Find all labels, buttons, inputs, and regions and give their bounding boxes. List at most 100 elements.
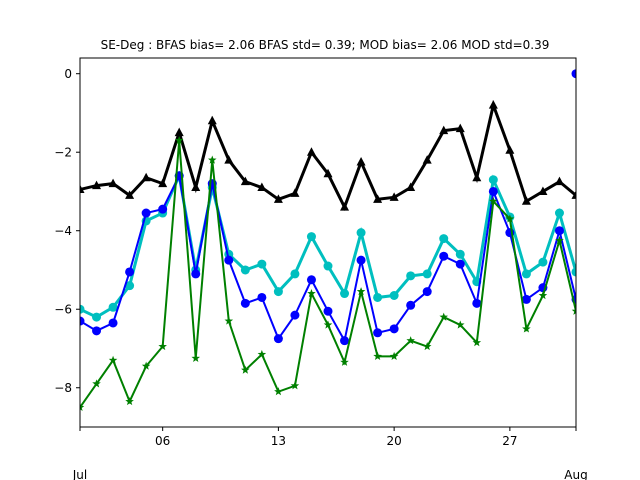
data-point <box>373 328 383 338</box>
data-point <box>439 234 449 244</box>
data-point <box>273 334 283 344</box>
data-point <box>241 365 250 374</box>
data-point <box>571 69 576 79</box>
x-tick-label: 13 <box>271 434 286 448</box>
data-point <box>406 182 416 192</box>
axes-layer: 0 −2 −4 −6 −8 06 13 20 27 Jul Aug <box>54 57 588 480</box>
data-point <box>92 180 102 190</box>
series-line-0 <box>80 99 576 211</box>
data-point <box>356 228 366 238</box>
data-point <box>373 351 382 360</box>
data-point <box>323 320 333 329</box>
y-tick-label: 0 <box>64 67 72 81</box>
data-point <box>555 236 564 245</box>
data-point <box>389 324 399 334</box>
data-point <box>455 249 465 259</box>
data-point <box>521 294 531 304</box>
data-point <box>389 192 399 201</box>
data-point <box>406 336 415 345</box>
data-point <box>92 326 102 336</box>
data-point <box>307 289 316 298</box>
data-point <box>257 349 267 359</box>
data-point <box>439 125 449 135</box>
data-point <box>538 186 548 195</box>
data-point <box>257 259 267 269</box>
data-point <box>538 290 548 300</box>
data-point <box>389 290 399 300</box>
data-point <box>488 100 498 109</box>
data-point <box>306 232 316 242</box>
data-point <box>92 312 102 322</box>
data-point <box>240 298 250 308</box>
data-point <box>108 318 118 328</box>
x-tick-label: 06 <box>155 434 170 448</box>
x-month-label: Aug <box>564 468 587 480</box>
series-layer <box>80 69 576 412</box>
data-point <box>505 214 515 223</box>
data-point <box>108 355 118 364</box>
data-point <box>224 155 234 164</box>
data-point <box>554 176 564 186</box>
data-point <box>571 306 576 315</box>
data-point <box>158 204 168 214</box>
data-point <box>290 269 300 279</box>
data-point <box>80 184 85 194</box>
data-point <box>306 147 316 156</box>
data-point <box>571 267 576 277</box>
data-point <box>422 155 432 164</box>
data-point <box>340 202 350 211</box>
data-point <box>274 387 283 396</box>
data-point <box>323 261 333 271</box>
y-tick-label: −6 <box>54 303 72 317</box>
data-point <box>108 178 118 188</box>
chart-title: SE-Deg : BFAS bias= 2.06 BFAS std= 0.39;… <box>101 38 550 52</box>
series-1 <box>80 170 576 322</box>
data-point <box>125 267 135 277</box>
data-point <box>521 196 531 205</box>
data-point <box>373 194 383 203</box>
data-point <box>406 271 416 281</box>
data-point <box>125 396 134 406</box>
data-point <box>257 292 267 302</box>
data-point <box>191 269 201 279</box>
data-point <box>340 289 350 299</box>
data-point <box>323 306 333 316</box>
data-point <box>80 402 85 412</box>
data-point <box>489 196 498 205</box>
data-point <box>406 300 416 310</box>
y-tick-label: −2 <box>54 146 72 160</box>
x-month-label: Jul <box>72 468 87 480</box>
x-tick-label: 27 <box>502 434 517 448</box>
data-point <box>141 361 151 370</box>
data-point <box>455 259 465 269</box>
data-point <box>141 208 151 218</box>
data-point <box>174 127 184 137</box>
data-point <box>273 287 283 297</box>
data-point <box>356 287 366 296</box>
data-point <box>92 379 101 388</box>
data-point <box>207 115 217 125</box>
data-point <box>191 182 201 192</box>
plot-frame <box>79 57 577 428</box>
series-3 <box>80 135 576 412</box>
y-tick-label: −8 <box>54 381 72 395</box>
data-point <box>158 342 167 351</box>
data-point <box>80 304 85 314</box>
data-point <box>290 188 300 197</box>
data-point <box>472 298 482 308</box>
x-tick-label: 20 <box>386 434 401 448</box>
data-point <box>80 316 85 326</box>
data-point <box>422 287 432 297</box>
data-point <box>554 226 564 236</box>
data-point <box>323 168 333 178</box>
data-point <box>356 255 366 265</box>
data-point <box>538 257 548 267</box>
data-point <box>108 302 118 312</box>
data-point <box>488 186 498 196</box>
data-point <box>290 381 300 390</box>
data-point <box>521 269 531 279</box>
data-point <box>455 320 465 329</box>
data-point <box>488 175 498 185</box>
series-2 <box>80 171 576 346</box>
